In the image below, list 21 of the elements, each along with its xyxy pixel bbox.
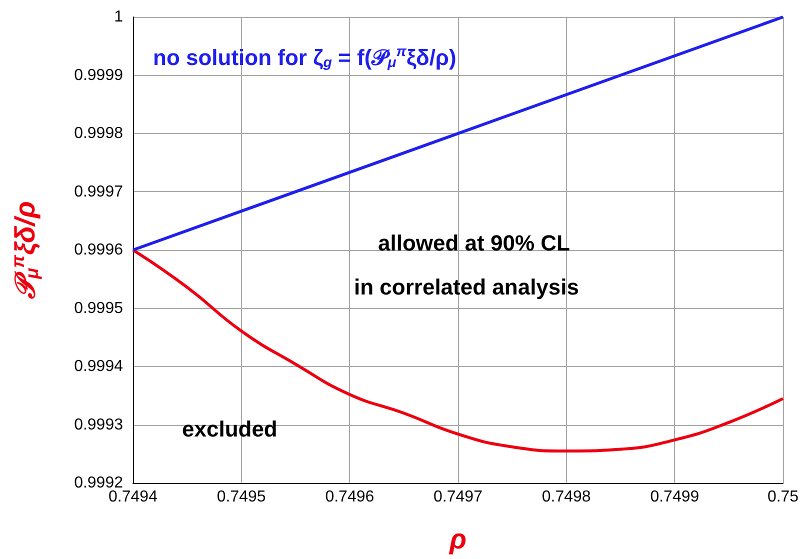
y-tick-label: 0.9998: [74, 125, 124, 142]
annotation: excluded: [182, 416, 278, 442]
x-tick-label: 0.75: [767, 488, 799, 506]
x-tick-label: 0.7499: [650, 488, 700, 506]
x-tick-label: 0.7495: [216, 488, 266, 506]
y-tick-label: 0.9993: [74, 416, 124, 434]
x-tick-label: 0.7497: [434, 488, 483, 506]
y-tick-label: 0.9996: [74, 242, 124, 258]
x-tick-label: 0.7498: [542, 488, 591, 506]
y-axis-title: 𝒫μπξδ/ρ: [8, 201, 42, 300]
y-tick-label: 1: [114, 8, 124, 26]
y-tick-label: 0.9999: [74, 66, 124, 84]
x-axis-title: ρ: [448, 524, 467, 554]
annotation: in correlated analysis: [354, 274, 579, 300]
x-tick-label: 0.7494: [108, 488, 158, 506]
annotation: allowed at 90% CL: [378, 230, 570, 256]
y-tick-label: 0.9995: [74, 300, 124, 317]
y-tick-label: 0.9997: [74, 183, 124, 200]
x-tick-label: 0.7496: [325, 488, 374, 506]
y-tick-label: 0.9994: [74, 358, 124, 375]
y-tick-label: 0.9992: [74, 474, 124, 492]
